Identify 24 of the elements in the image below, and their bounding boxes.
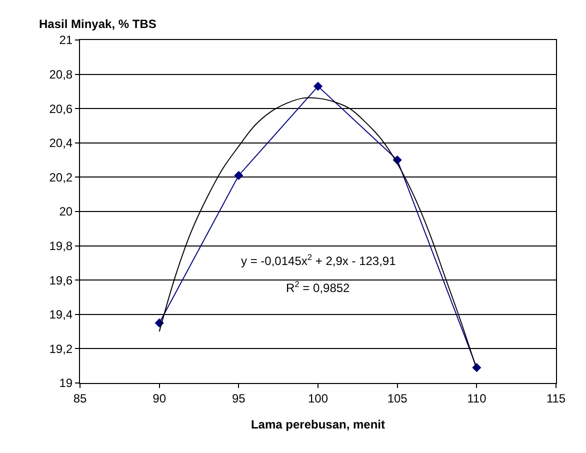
x-tick-label: 115 (546, 391, 566, 406)
y-tick-label: 20,4 (49, 136, 73, 150)
y-tick-label: 20,8 (49, 68, 73, 82)
y-tick-label: 19,6 (49, 273, 73, 288)
x-tick-label: 110 (467, 391, 487, 406)
annotation: R$^{2}$ = 0,9852 (286, 279, 350, 296)
x-tick-label: 100 (308, 391, 328, 406)
y-tick-label: 19,2 (49, 342, 73, 356)
y-tick-label: 19,8 (49, 239, 73, 253)
x-tick-label: 90 (152, 391, 166, 406)
y-tick-label: 19 (59, 376, 73, 390)
y-tick-label: 19,4 (49, 308, 73, 322)
y-tick-label: 20,6 (49, 102, 73, 116)
x-axis-title: Lama perebusan, menit (250, 417, 386, 432)
point (313, 82, 323, 91)
y-tick-label: 20,2 (49, 170, 73, 184)
point (234, 170, 244, 180)
x-tick-label: 85 (73, 391, 87, 406)
y-tick-label: 20 (59, 204, 73, 219)
x-tick-label: 95 (232, 391, 246, 406)
y-tick-label: 21 (59, 33, 73, 48)
annotation: y = -0,0145x$^{2}$ + 2,9x - 123,91 (241, 252, 396, 268)
y-axis-title: Hasil Minyak, % TBS (39, 17, 156, 31)
x-tick-label: 105 (387, 391, 408, 406)
